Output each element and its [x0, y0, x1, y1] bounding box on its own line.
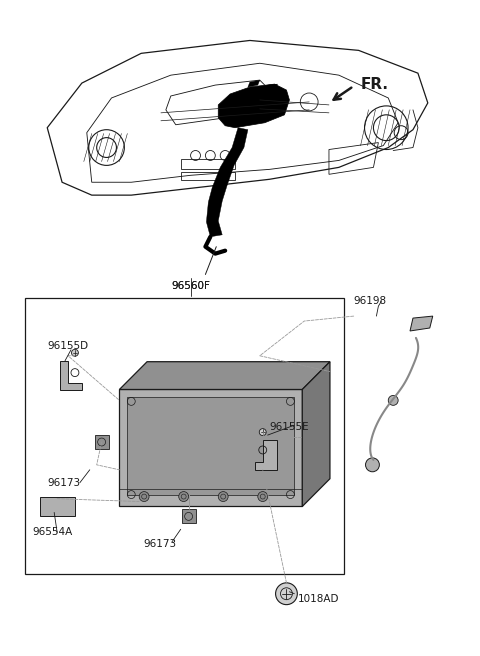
Text: 96554A: 96554A: [33, 527, 72, 537]
Bar: [120, 390, 302, 506]
Bar: [95, 435, 108, 449]
Bar: [180, 159, 235, 169]
Polygon shape: [248, 80, 260, 87]
Text: 96155D: 96155D: [47, 341, 88, 351]
Circle shape: [258, 491, 268, 502]
Bar: [40, 497, 75, 516]
Text: 96560F: 96560F: [171, 281, 210, 291]
Polygon shape: [60, 361, 82, 390]
Polygon shape: [206, 128, 248, 237]
Circle shape: [388, 396, 398, 405]
Text: 1018AD: 1018AD: [297, 594, 339, 604]
Circle shape: [139, 491, 149, 502]
Polygon shape: [264, 84, 277, 90]
Bar: [127, 398, 294, 495]
Polygon shape: [302, 361, 330, 506]
Circle shape: [72, 349, 78, 356]
Circle shape: [179, 491, 189, 502]
Circle shape: [259, 428, 266, 436]
Bar: [182, 510, 195, 523]
Circle shape: [276, 583, 297, 605]
Polygon shape: [120, 361, 330, 390]
Text: 96198: 96198: [354, 297, 387, 306]
Circle shape: [218, 491, 228, 502]
Text: 96155E: 96155E: [270, 422, 309, 432]
Bar: [180, 173, 235, 180]
Polygon shape: [410, 316, 433, 331]
Text: FR.: FR.: [360, 77, 389, 92]
Circle shape: [366, 458, 379, 472]
Bar: [24, 298, 344, 574]
Polygon shape: [218, 84, 289, 128]
Text: 96173: 96173: [47, 478, 80, 487]
Text: 96173: 96173: [143, 539, 176, 549]
Text: 96560F: 96560F: [171, 281, 210, 291]
Polygon shape: [255, 440, 276, 470]
